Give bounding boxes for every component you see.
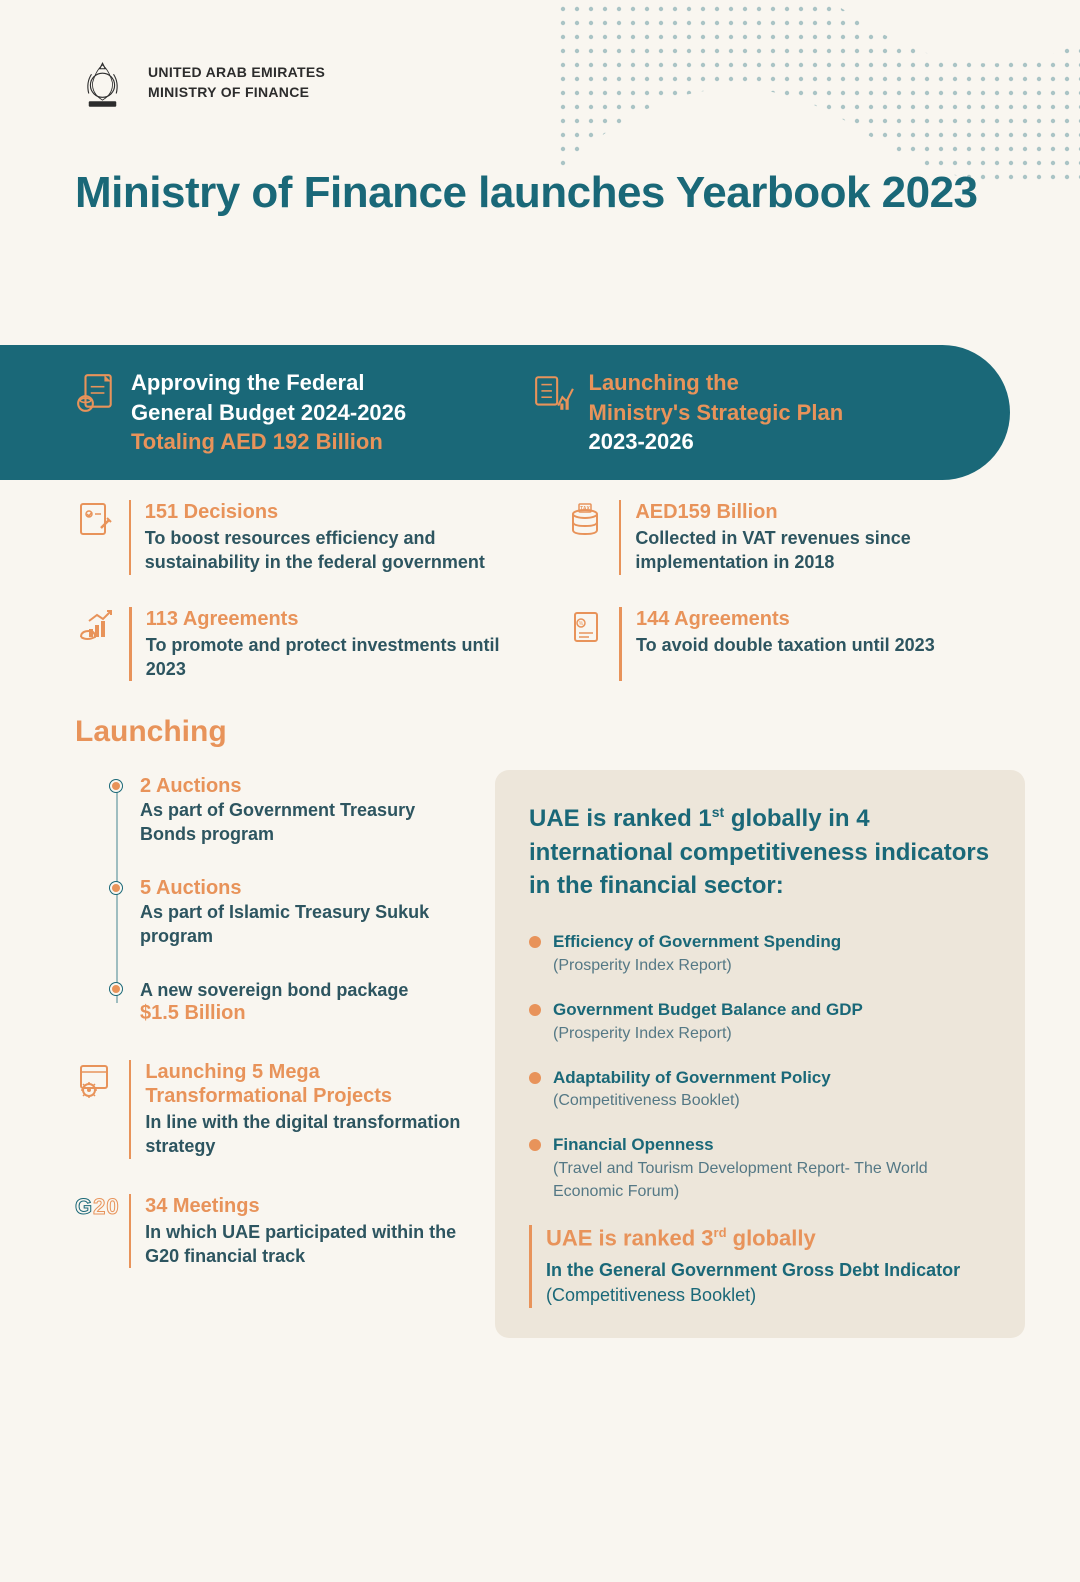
decisions-doc-icon [75,500,115,540]
budget-doc-icon [75,372,117,414]
gear-folder-icon [75,1060,115,1100]
stat-head: 113 Agreements [146,607,515,631]
stat-item: % 144 Agreements To avoid double taxatio… [565,607,1005,682]
stats-grid: 151 Decisions To boost resources efficie… [75,500,1005,681]
svg-text:TAX: TAX [580,506,590,512]
stat-sub: To boost resources efficiency and sustai… [145,526,515,575]
lower-left-item: Launching 5 Mega Transformational Projec… [75,1060,475,1159]
rank-title: UAE is ranked 1st globally in 4 internat… [529,802,991,903]
banner-right-line2: Ministry's Strategic Plan [589,398,844,428]
banner-left-line2: General Budget 2024-2026 [131,398,406,428]
g20-icon: G20 [75,1194,115,1234]
header-line1: UNITED ARAB EMIRATES [148,63,325,83]
ll-head: 34 Meetings [145,1194,475,1218]
rank-list: Efficiency of Government Spending(Prospe… [529,931,991,1203]
ll-head: Launching 5 Mega Transformational Projec… [145,1060,475,1108]
rank-item: Financial Openness(Travel and Tourism De… [529,1134,991,1203]
tl-sub: As part of Islamic Treasury Sukuk progra… [140,900,470,949]
timeline-item: A new sovereign bond package $1.5 Billio… [110,978,470,1025]
banner-right: Launching the Ministry's Strategic Plan … [533,368,951,457]
rank-item: Efficiency of Government Spending(Prospe… [529,931,991,977]
rank3-block: UAE is ranked 3rd globally In the Genera… [529,1225,991,1308]
timeline-item: 5 Auctions As part of Islamic Treasury S… [110,877,470,949]
tl-sub: As part of Government Treasury Bonds pro… [140,798,470,847]
timeline-item: 2 Auctions As part of Government Treasur… [110,775,470,847]
ll-sub: In line with the digital transformation … [145,1110,475,1159]
rank-item: Adaptability of Government Policy(Compet… [529,1067,991,1113]
ll-sub: In which UAE participated within the G20… [145,1220,475,1269]
svg-text:%: % [579,621,584,627]
plan-chart-icon [533,372,575,414]
header-line2: MINISTRY OF FINANCE [148,83,325,103]
stat-head: AED159 Billion [635,500,1005,524]
ranking-box: UAE is ranked 1st globally in 4 internat… [495,770,1025,1338]
page-title: Ministry of Finance launches Yearbook 20… [75,165,978,220]
tl-sub: A new sovereign bond package [140,978,470,1002]
tl-head: 5 Auctions [140,877,470,900]
rank3-title: UAE is ranked 3rd globally [546,1225,991,1251]
tl-head: 2 Auctions [140,775,470,798]
stat-item: 113 Agreements To promote and protect in… [75,607,515,682]
stat-sub: To promote and protect investments until… [146,633,515,682]
uae-emblem-icon [75,55,130,110]
stat-sub: Collected in VAT revenues since implemen… [635,526,1005,575]
tax-doc-icon: % [565,607,605,647]
header-logo-block: UNITED ARAB EMIRATES MINISTRY OF FINANCE [75,55,325,110]
banner-right-line1: Launching the [589,368,844,398]
stat-sub: To avoid double taxation until 2023 [636,633,935,657]
stat-item: TAX AED159 Billion Collected in VAT reve… [565,500,1005,575]
lower-left-block: Launching 5 Mega Transformational Projec… [75,1060,475,1303]
vat-coins-icon: TAX [565,500,605,540]
rank3-sub: In the General Government Gross Debt Ind… [546,1258,991,1308]
banner-right-line3: 2023-2026 [589,427,844,457]
stat-head: 144 Agreements [636,607,935,631]
timeline: 2 Auctions As part of Government Treasur… [110,775,470,1055]
tl-head: $1.5 Billion [140,1002,470,1025]
banner-left-line1: Approving the Federal [131,368,406,398]
stat-item: 151 Decisions To boost resources efficie… [75,500,515,575]
launching-title: Launching [75,715,227,749]
stat-head: 151 Decisions [145,500,515,524]
invest-growth-icon [75,607,115,647]
banner-left-highlight: Totaling AED 192 Billion [131,427,406,457]
banner: Approving the Federal General Budget 202… [0,345,1010,480]
banner-left: Approving the Federal General Budget 202… [75,368,493,457]
lower-left-item: G20 34 Meetings In which UAE participate… [75,1194,475,1269]
rank-item: Government Budget Balance and GDP(Prospe… [529,999,991,1045]
